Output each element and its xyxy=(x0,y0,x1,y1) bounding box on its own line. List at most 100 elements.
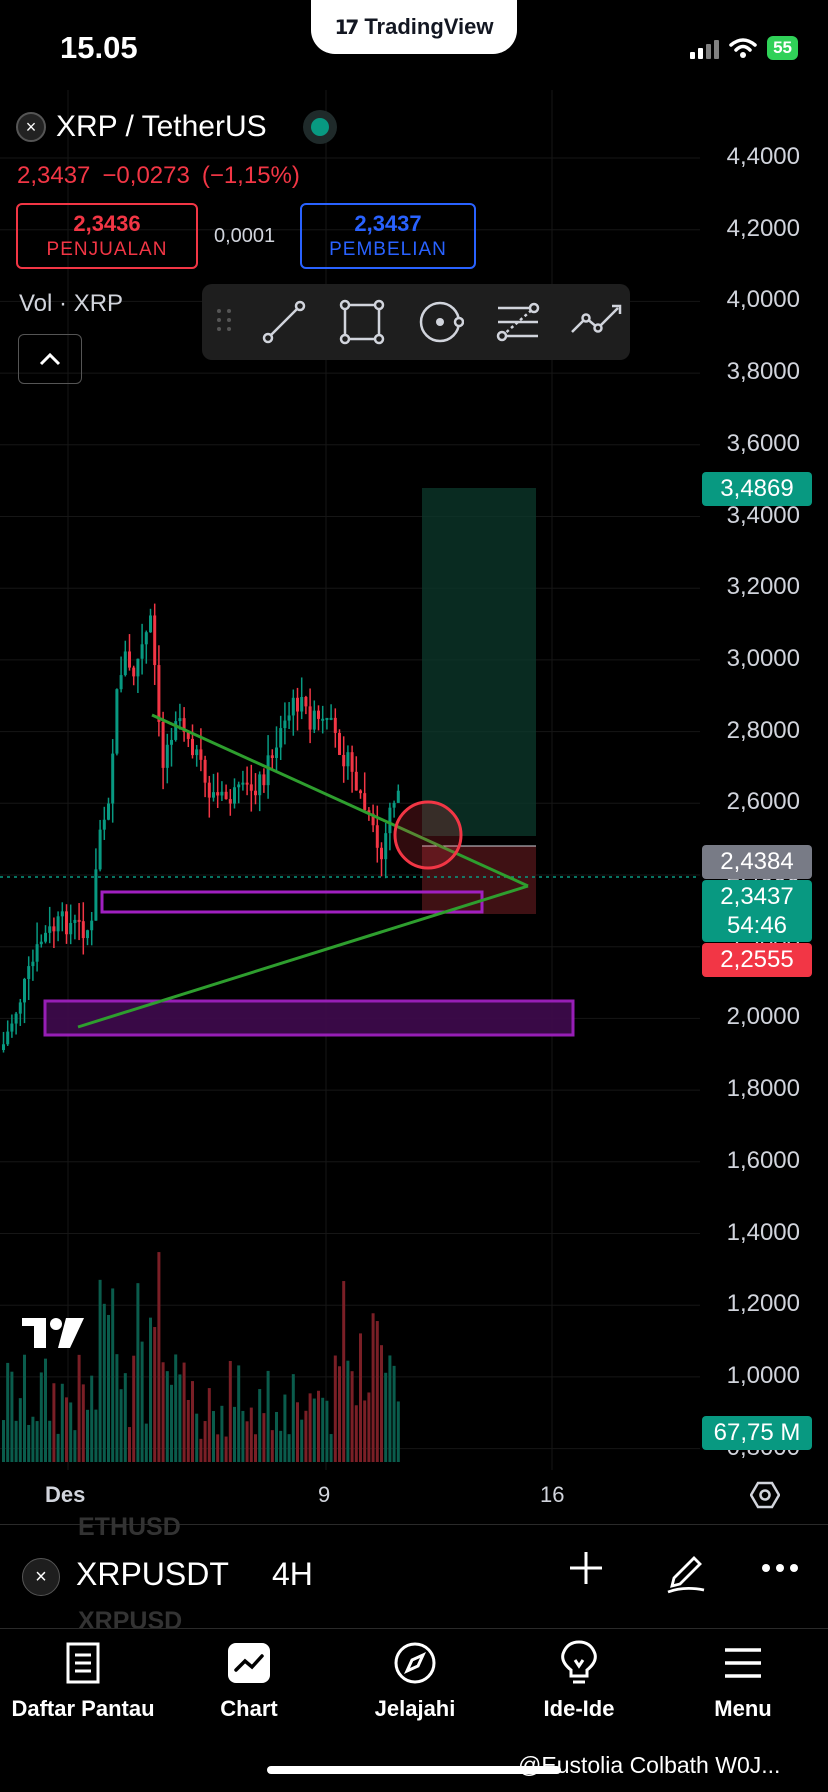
volume-bar xyxy=(283,1394,287,1462)
nav-label: Jelajahi xyxy=(374,1696,456,1721)
volume-bar xyxy=(312,1398,316,1462)
battery-icon: 55 xyxy=(767,36,798,60)
status-icons: 55 xyxy=(690,36,798,60)
trend-line-tool-icon[interactable] xyxy=(256,294,312,350)
drag-handle-icon[interactable] xyxy=(214,307,234,338)
volume-bar xyxy=(140,1341,144,1462)
candle-body xyxy=(10,1023,14,1032)
fib-retracement-tool-icon[interactable] xyxy=(490,294,546,350)
watchlist-icon xyxy=(66,1640,100,1686)
candle-body xyxy=(27,966,31,979)
candle-body xyxy=(31,961,35,967)
price-candles xyxy=(2,603,400,1053)
volume-bar xyxy=(10,1371,14,1462)
buy-button[interactable]: 2,3437 PEMBELIAN xyxy=(300,203,476,269)
symbol-title[interactable]: XRP / TetherUS xyxy=(56,110,267,143)
brush-tool-icon[interactable] xyxy=(412,294,468,350)
sell-label: PENJUALAN xyxy=(46,239,168,260)
menu-icon xyxy=(723,1640,763,1686)
nav-label: Chart xyxy=(220,1696,278,1721)
nav-label: Ide-Ide xyxy=(543,1696,615,1721)
volume-bar xyxy=(266,1370,270,1462)
price-tick-label: 1,0000 xyxy=(726,1361,800,1389)
volume-bar xyxy=(329,1434,333,1462)
candle-body xyxy=(375,825,379,848)
candle-body xyxy=(249,784,253,791)
candle-body xyxy=(94,869,98,921)
symbol-name[interactable]: XRPUSDT xyxy=(76,1556,229,1592)
candle-body xyxy=(266,755,270,786)
volume-bar xyxy=(195,1413,199,1462)
candle-body xyxy=(132,667,136,677)
stop-price-badge: 2,2555 xyxy=(702,943,812,977)
candle-body xyxy=(39,941,43,945)
cellular-signal-icon xyxy=(690,37,720,59)
candle-body xyxy=(157,665,161,722)
volume-bar xyxy=(102,1303,106,1462)
nav-menu[interactable]: Menu xyxy=(660,1640,826,1722)
rectangle-tool-icon[interactable] xyxy=(334,294,390,350)
candle-body xyxy=(388,807,392,834)
bar-countdown: 54:46 xyxy=(726,912,788,939)
candle-body xyxy=(354,771,358,791)
symbol-bar xyxy=(0,1524,828,1624)
price-tick-label: 1,8000 xyxy=(726,1075,800,1103)
more-options-icon[interactable] xyxy=(760,1548,800,1597)
candle-body xyxy=(207,782,211,798)
price-tick-label: 3,8000 xyxy=(726,358,800,386)
candle-body xyxy=(296,697,299,712)
timeframe-selector[interactable]: 4H xyxy=(272,1556,313,1592)
volume-bar xyxy=(216,1434,220,1462)
tv-watermark-logo xyxy=(22,1318,84,1348)
candle-body xyxy=(65,911,68,935)
chart-settings-icon[interactable] xyxy=(749,1480,781,1515)
price-tick-label: 3,4000 xyxy=(726,501,800,529)
sell-button[interactable]: 2,3436 PENJUALAN xyxy=(16,203,198,269)
volume-badge: 67,75 M xyxy=(702,1416,812,1450)
adjacent-symbol-above[interactable]: ETHUSD xyxy=(78,1513,181,1541)
volume-bar xyxy=(203,1421,207,1462)
candle-body xyxy=(312,710,316,730)
path-tool-icon[interactable] xyxy=(568,294,624,350)
volume-bar xyxy=(174,1354,178,1462)
home-indicator[interactable] xyxy=(267,1766,561,1774)
volume-bar xyxy=(161,1362,165,1462)
close-tab-icon[interactable]: × xyxy=(22,1558,60,1596)
drawing-pen-icon[interactable] xyxy=(664,1550,708,1599)
candle-body xyxy=(367,810,371,814)
candle-body xyxy=(233,787,236,804)
collapse-legend-button[interactable] xyxy=(18,334,82,384)
volume-indicator-label[interactable]: Vol · XRP xyxy=(19,290,124,317)
market-open-indicator-icon[interactable] xyxy=(302,110,337,144)
add-icon[interactable] xyxy=(566,1548,606,1599)
nav-watchlist[interactable]: Daftar Pantau xyxy=(0,1640,166,1722)
volume-bar xyxy=(90,1375,94,1462)
candle-body xyxy=(56,916,60,932)
candle-body xyxy=(321,718,325,721)
nav-chart[interactable]: Chart xyxy=(166,1640,332,1722)
chart-icon xyxy=(227,1640,271,1686)
candle-body xyxy=(144,632,148,645)
candle-body xyxy=(115,689,119,754)
volume-bar xyxy=(396,1401,400,1462)
volume-bar xyxy=(153,1327,157,1462)
volume-bar xyxy=(296,1402,299,1462)
candle-body xyxy=(69,922,73,935)
candle-body xyxy=(123,651,127,676)
price-chart[interactable] xyxy=(0,90,828,1470)
close-symbol-icon[interactable]: × xyxy=(16,112,46,142)
candle-body xyxy=(170,739,173,745)
volume-bar xyxy=(98,1279,102,1462)
nav-ideas[interactable]: Ide-Ide xyxy=(496,1640,662,1722)
brand-name: TradingView xyxy=(364,14,494,39)
lightbulb-icon xyxy=(559,1640,599,1686)
tradingview-logo-icon: 𝟭𝟳 xyxy=(334,16,359,39)
volume-bar xyxy=(170,1384,173,1462)
candle-body xyxy=(270,755,274,758)
candle-body xyxy=(191,738,194,756)
candle-body xyxy=(119,675,123,690)
nav-explore[interactable]: Jelajahi xyxy=(332,1640,498,1722)
candle-body xyxy=(212,792,215,798)
volume-bar xyxy=(144,1423,148,1462)
support-zone-lower xyxy=(43,999,575,1037)
